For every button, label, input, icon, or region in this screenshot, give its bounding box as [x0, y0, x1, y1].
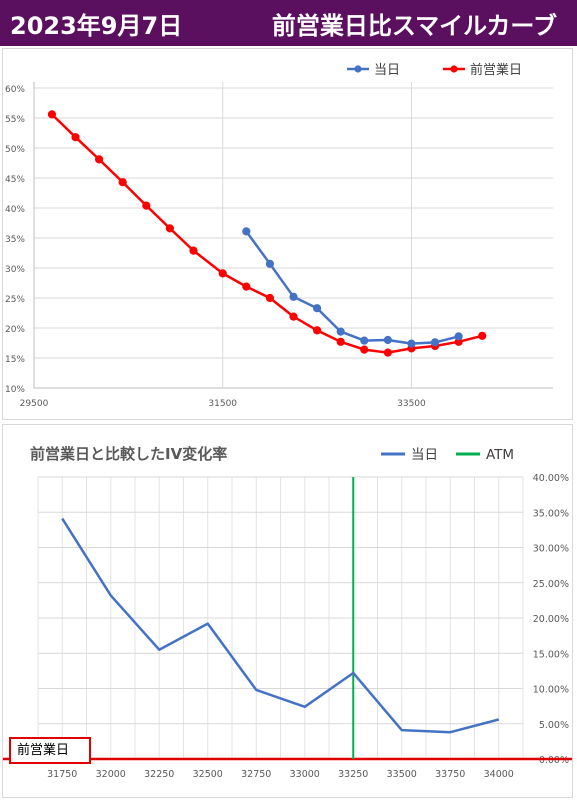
x-tick-label: 29500: [20, 399, 49, 409]
y-tick-label: 15%: [5, 355, 25, 365]
data-point-1: [360, 345, 369, 354]
smile-curve-chart-panel: 10% 15% 20% 25% 30% 35% 40% 45% 50% 55% 60% 29500 31…: [2, 48, 573, 420]
data-point-0: [430, 338, 440, 347]
data-point-1: [336, 337, 345, 346]
y-tick-label: 40.00%: [533, 473, 569, 484]
y-tick-label: 30%: [5, 265, 25, 275]
y-tick-label: 20.00%: [533, 614, 569, 625]
smile-curve-chart: 10% 15% 20% 25% 30% 35% 40% 45% 50% 55% 60% 29500 31…: [5, 62, 553, 409]
x-tick-label: 33000: [290, 769, 320, 780]
iv-change-chart: 前営業日と比較したIV変化率 0.00% 5.00% 10.00% 15.00% 20.0…: [3, 445, 572, 780]
data-point-0: [454, 332, 463, 341]
x-tick-label: 34000: [484, 769, 514, 780]
data-point-1: [312, 326, 322, 335]
data-point-0: [312, 304, 322, 313]
chart-title: 前営業日と比較したIV変化率: [30, 445, 227, 463]
data-point-0: [242, 227, 251, 236]
data-point-1: [265, 293, 275, 303]
data-point-1: [165, 224, 174, 233]
data-point-1: [383, 348, 392, 357]
iv-change-chart-panel: 前営業日と比較したIV変化率 0.00% 5.00% 10.00% 15.00% 20.0…: [2, 424, 573, 798]
legend-label-atm: ATM: [486, 447, 514, 463]
data-point-1: [118, 178, 127, 187]
data-point-0: [407, 339, 416, 348]
data-point-0: [336, 327, 345, 336]
header-title: 前営業日比スマイルカーブ: [271, 12, 557, 40]
legend-marker: [450, 65, 458, 73]
data-point-1: [478, 331, 487, 340]
y-tick-label: 40%: [5, 205, 25, 215]
header-banner: 2023年9月7日 前営業日比スマイルカーブ: [0, 0, 577, 46]
y-tick-label: 25%: [5, 295, 25, 305]
data-point-0: [383, 335, 392, 345]
data-point-0: [360, 336, 369, 345]
y-tick-label: 25.00%: [533, 579, 569, 590]
x-tick-label: 33500: [397, 399, 426, 409]
x-tick-label: 32750: [241, 769, 271, 780]
data-point-1: [142, 201, 151, 210]
data-point-0: [265, 259, 275, 268]
y-tick-label: 5.00%: [539, 720, 569, 731]
series-line-0: [245, 230, 459, 345]
series-line-1: [51, 113, 483, 354]
header-date: 2023年9月7日: [10, 12, 183, 40]
y-tick-label: 50%: [5, 145, 25, 155]
y-tick-label: 35%: [5, 235, 25, 245]
y-tick-label: 30.00%: [533, 544, 569, 555]
data-point-1: [242, 282, 251, 291]
x-tick-label: 32250: [144, 769, 174, 780]
y-tick-label: 35.00%: [533, 508, 569, 519]
legend-marker: [354, 65, 362, 73]
x-tick-label: 32000: [96, 769, 126, 780]
data-point-1: [189, 246, 198, 255]
data-point-1: [95, 155, 104, 164]
y-tick-label: 10.00%: [533, 685, 569, 696]
data-point-1: [71, 133, 80, 142]
x-tick-label: 31750: [47, 769, 77, 780]
y-tick-label: 45%: [5, 175, 25, 185]
x-tick-label: 32500: [193, 769, 223, 780]
y-tick-label: 15.00%: [533, 649, 569, 660]
legend-label-series: 当日: [411, 447, 438, 463]
y-tick-label: 55%: [5, 115, 25, 125]
legend-label: 前営業日: [470, 62, 522, 78]
y-tick-label: 0.00%: [539, 755, 569, 766]
data-point-1: [47, 110, 57, 119]
x-tick-label: 31500: [208, 399, 237, 409]
series-line: [61, 517, 500, 734]
data-point-1: [289, 312, 298, 321]
x-tick-label: 33750: [435, 769, 465, 780]
y-tick-label: 10%: [5, 385, 25, 395]
x-tick-label: 33500: [387, 769, 417, 780]
baseline-label-box: 前営業日: [9, 737, 91, 764]
legend-label: 当日: [374, 63, 400, 78]
x-tick-label: 33250: [338, 769, 368, 780]
data-point-1: [218, 269, 227, 278]
data-point-0: [289, 292, 298, 301]
y-tick-label: 20%: [5, 325, 25, 335]
y-tick-label: 60%: [5, 85, 25, 95]
